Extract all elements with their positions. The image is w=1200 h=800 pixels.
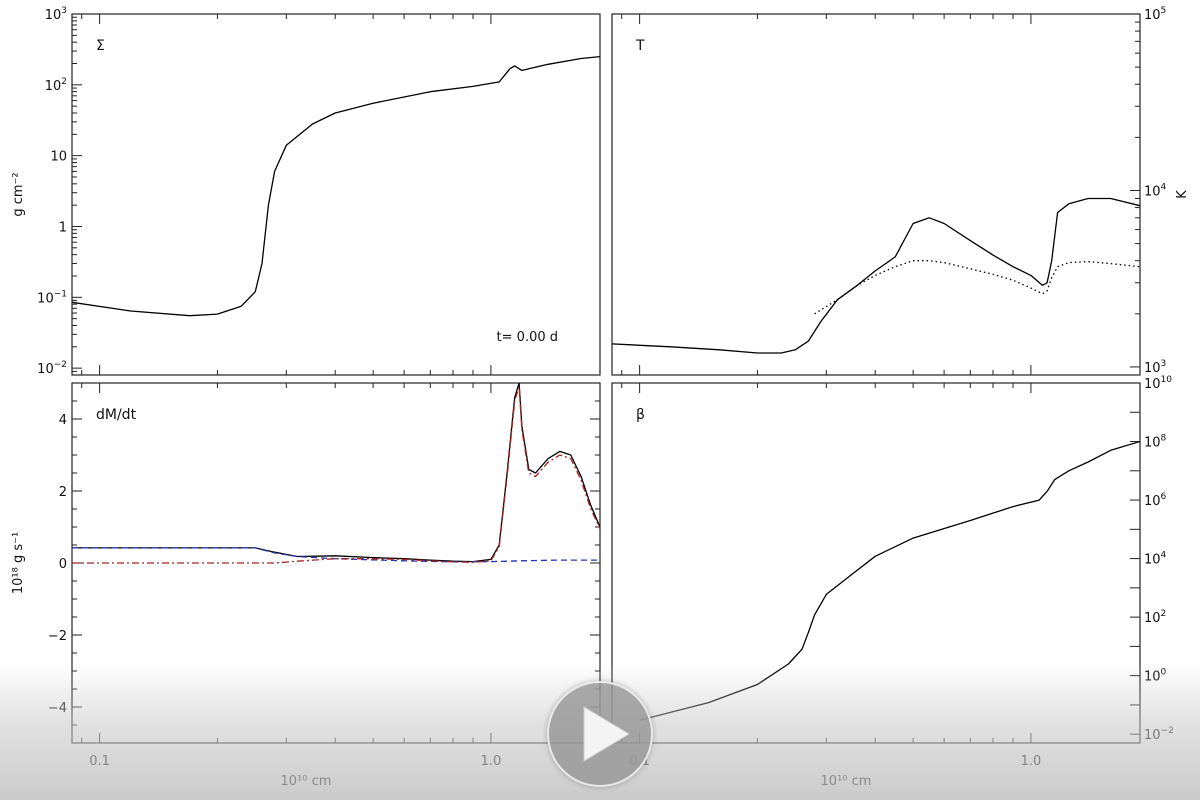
y-tick-label: 10−2	[1144, 726, 1174, 743]
y-tick-label: 103	[45, 6, 67, 23]
plot-frame	[71, 13, 601, 376]
y-tick-label: −4	[48, 701, 67, 716]
series-line-dash-dot	[72, 385, 600, 564]
y-tick-label: 102	[1144, 609, 1166, 626]
plot-frame	[611, 382, 1141, 744]
y-tick-label: 106	[1144, 492, 1167, 509]
panel-top-left: 10−2 10−1 1 10 102 103 Σg cm⁻² t= 0.00 d	[11, 6, 601, 377]
series-line-solid	[612, 197, 1140, 354]
play-icon	[583, 706, 630, 762]
series-line-dotted	[814, 260, 1140, 315]
y-tick-label: 108	[1144, 434, 1167, 451]
y-tick-label: 104	[1144, 551, 1167, 568]
x-axis-label: 10¹⁰ cm	[821, 774, 872, 789]
y-tick-label: 102	[45, 77, 67, 94]
x-axis-label: 10¹⁰ cm	[281, 774, 332, 789]
y-tick-label: 10	[50, 150, 67, 165]
y-tick-label: 4	[59, 413, 67, 428]
panel-title: β	[636, 407, 645, 423]
y-tick-label: 105	[1144, 6, 1166, 23]
plot-frame	[611, 13, 1141, 376]
play-button[interactable]	[547, 681, 653, 787]
y-tick-label: 1	[59, 220, 67, 235]
y-tick-label: 1010	[1144, 375, 1172, 392]
time-annotation: t= 0.00 d	[497, 330, 558, 345]
x-tick-label: 1.0	[481, 754, 502, 769]
y-tick-label: 0	[59, 557, 67, 572]
panel-title: dM/dt	[96, 407, 137, 423]
y-axis-label: 10¹⁸ g s⁻¹	[11, 532, 26, 594]
panel-title: Σ	[96, 38, 105, 54]
series-line-dashed	[72, 547, 600, 563]
y-tick-label: 100	[1144, 668, 1167, 685]
y-tick-label: 104	[1144, 182, 1167, 199]
y-axis-label: K	[1175, 190, 1190, 199]
x-tick-label: 0.1	[89, 754, 110, 769]
y-tick-label: 103	[1144, 359, 1166, 376]
panel-bottom-left: −4 −2 0 2 4 0.1 1.0 dM/dt 10¹⁸ g s⁻¹ 10¹⁰ cm	[11, 382, 601, 789]
y-axis-label: g cm⁻²	[11, 172, 26, 216]
y-tick-label: −2	[48, 629, 67, 644]
series-line-solid	[639, 440, 1140, 721]
y-tick-label: 2	[59, 485, 67, 500]
y-tick-label: 10−2	[37, 360, 67, 377]
panel-top-right: 103 104 105 T K	[611, 6, 1190, 376]
y-tick-label: 10−1	[37, 289, 67, 306]
x-tick-label: 1.0	[1021, 754, 1042, 769]
series-line-solid	[72, 55, 600, 317]
panel-title: T	[635, 38, 645, 54]
